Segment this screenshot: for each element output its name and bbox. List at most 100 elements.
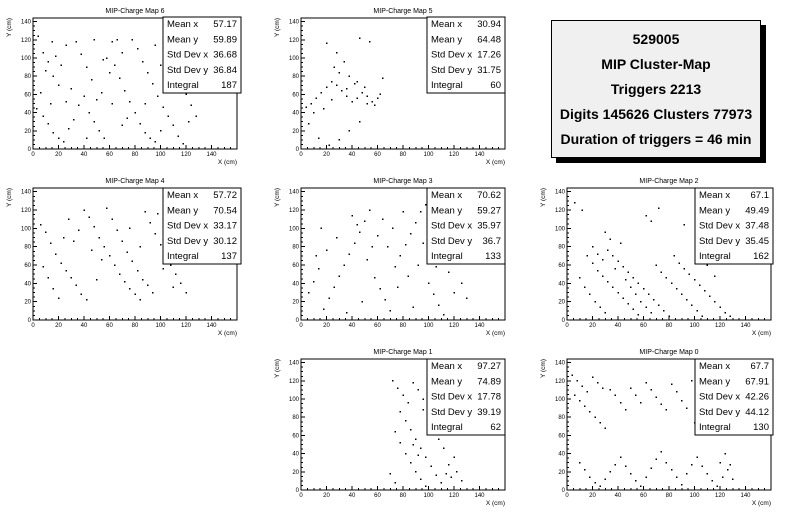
data-point xyxy=(147,284,149,286)
stats-label-mean-x: Mean x xyxy=(431,361,462,372)
data-point xyxy=(584,405,586,408)
data-point xyxy=(640,401,642,404)
data-point xyxy=(415,222,417,224)
x-tick-label: 100 xyxy=(423,323,434,329)
stats-label-mean-y: Mean y xyxy=(699,205,730,216)
chart-title: MIP-Charge Map 0 xyxy=(639,349,698,356)
run-number: 529005 xyxy=(632,31,680,48)
data-point xyxy=(113,64,116,67)
y-tick-label: 60 xyxy=(292,263,299,269)
data-point xyxy=(129,100,131,103)
data-point xyxy=(50,102,52,105)
data-point xyxy=(670,383,673,386)
data-point xyxy=(346,95,348,97)
data-point xyxy=(307,122,310,125)
y-tick-label: 0 xyxy=(28,318,32,324)
stats-label-mean-y: Mean y xyxy=(431,376,462,387)
y-tick-label: 80 xyxy=(558,245,565,251)
data-point xyxy=(154,140,157,143)
data-point xyxy=(57,297,60,299)
x-tick-label: 140 xyxy=(740,493,751,499)
x-tick-label: 100 xyxy=(155,323,166,329)
data-point xyxy=(60,262,62,264)
data-point xyxy=(136,269,139,272)
data-point xyxy=(576,380,578,382)
data-point xyxy=(635,480,637,482)
y-tick-label: 120 xyxy=(555,379,566,385)
x-tick-label: 40 xyxy=(81,152,88,158)
data-point xyxy=(399,411,402,413)
x-tick-label: 20 xyxy=(323,152,330,158)
data-point xyxy=(604,311,606,314)
data-point xyxy=(607,249,609,252)
stats-box-frame xyxy=(694,358,774,436)
stats-value-std-dev-y: 39.19 xyxy=(477,407,501,418)
data-point xyxy=(356,97,358,99)
data-point xyxy=(57,84,60,87)
data-point xyxy=(709,295,711,297)
data-point xyxy=(65,44,67,47)
data-point xyxy=(425,203,427,206)
x-tick-label: 80 xyxy=(666,323,673,329)
data-point xyxy=(83,95,85,97)
data-point xyxy=(698,284,701,286)
data-point xyxy=(139,299,141,301)
charge-map-pad: MIP-Charge Map 3 0 20 40 60 80 100 120 140 0 20 40 6… xyxy=(274,178,506,337)
data-point xyxy=(675,288,678,290)
x-tick-label: 80 xyxy=(132,323,139,329)
data-point xyxy=(315,255,318,257)
chart-title: MIP-Charge Map 5 xyxy=(373,8,432,15)
data-point xyxy=(681,293,683,296)
data-point xyxy=(129,227,131,230)
data-point xyxy=(52,131,55,134)
data-point xyxy=(185,93,187,96)
data-point xyxy=(670,469,673,471)
stats-box: Mean x 67.1 Mean y 49.49 Std Dev x 37.48 Std D… xyxy=(694,187,774,265)
data-point xyxy=(85,137,88,139)
data-point xyxy=(157,212,159,215)
x-tick-label: 120 xyxy=(181,152,192,158)
data-point xyxy=(141,60,144,63)
data-point xyxy=(98,236,101,239)
data-point xyxy=(144,131,146,134)
data-point xyxy=(604,478,606,480)
stats-value-integral: 162 xyxy=(753,251,769,262)
data-point xyxy=(579,400,581,402)
data-point xyxy=(688,273,691,275)
stats-box-frame xyxy=(162,16,242,94)
stats-value-integral: 137 xyxy=(221,251,237,262)
y-tick-label: 0 xyxy=(562,318,566,324)
data-point xyxy=(630,286,632,288)
stats-label-mean-x: Mean x xyxy=(699,361,730,372)
data-point xyxy=(75,40,78,43)
data-point xyxy=(328,297,330,299)
data-point xyxy=(450,476,453,479)
data-point xyxy=(571,374,573,377)
stats-value-std-dev-x: 33.17 xyxy=(213,221,237,232)
data-point xyxy=(445,472,448,475)
data-point xyxy=(609,471,612,473)
data-point xyxy=(136,48,139,50)
stats-label-std-dev-x: Std Dev x xyxy=(167,50,208,61)
data-point xyxy=(693,278,696,281)
x-tick-label: 80 xyxy=(400,493,407,499)
y-tick-label: 120 xyxy=(289,208,300,214)
x-tick-label: 140 xyxy=(740,323,751,329)
x-tick-label: 80 xyxy=(400,152,407,158)
x-tick-label: 0 xyxy=(299,152,303,158)
data-point xyxy=(126,251,129,253)
data-point xyxy=(589,411,591,413)
data-point xyxy=(313,280,315,283)
data-point xyxy=(369,40,371,43)
y-tick-label: 80 xyxy=(292,74,299,80)
data-point xyxy=(453,291,455,294)
data-point xyxy=(60,64,62,67)
data-point xyxy=(62,236,65,239)
data-point xyxy=(333,286,335,288)
data-point xyxy=(729,315,731,318)
data-point xyxy=(52,75,55,77)
y-tick-label: 120 xyxy=(555,208,566,214)
data-point xyxy=(318,267,320,270)
data-point xyxy=(162,267,164,270)
